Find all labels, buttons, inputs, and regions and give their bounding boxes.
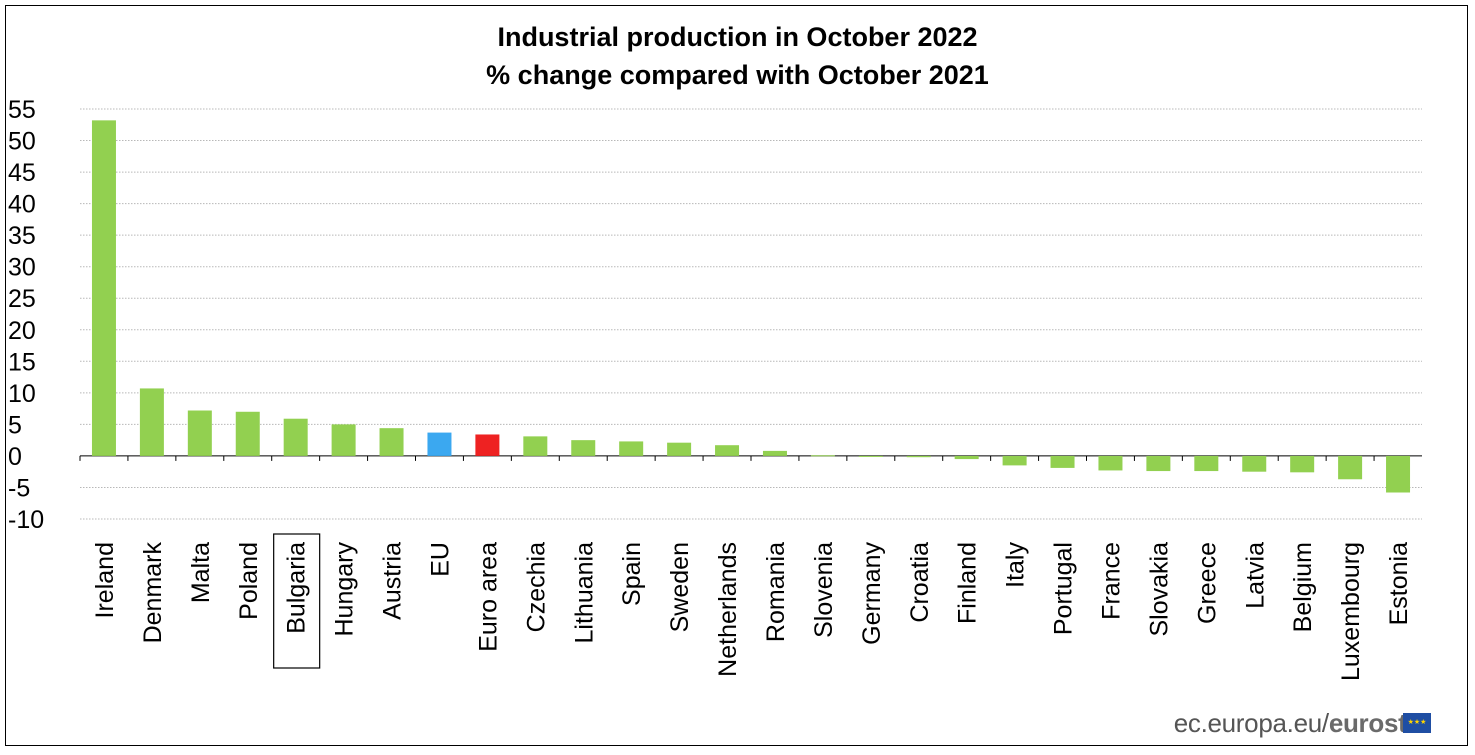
bar-austria [379, 428, 404, 456]
highlight-box [273, 533, 321, 669]
x-tick-label: Euro area [474, 542, 502, 652]
y-tick-label: -10 [8, 506, 44, 534]
bar-euro-area [475, 434, 500, 456]
bar-malta [187, 410, 212, 456]
x-tick-label: Hungary [331, 542, 359, 637]
bar-latvia [1242, 455, 1267, 472]
y-tick-label: 5 [8, 411, 22, 439]
bar-bulgaria [283, 418, 308, 456]
x-tick-label: France [1097, 542, 1125, 620]
x-tick-label: Poland [235, 542, 263, 620]
y-tick-label: 30 [8, 254, 36, 282]
eu-flag-icon: ★★★ [1403, 713, 1431, 733]
bar-lithuania [571, 440, 596, 456]
x-tick-label: Estonia [1385, 542, 1413, 625]
bar-czechia [523, 436, 548, 456]
bar-sweden [667, 442, 692, 456]
y-tick-label: -5 [8, 474, 30, 502]
x-tick-label: Malta [187, 542, 215, 603]
x-tick-label: Slovakia [1145, 542, 1173, 637]
x-tick-label: EU [426, 542, 454, 577]
x-tick-label: Romania [762, 542, 790, 642]
x-tick-label: Ireland [91, 542, 119, 618]
bar-estonia [1386, 455, 1411, 493]
x-tick-label: Germany [858, 542, 886, 645]
bar-eu [427, 432, 452, 456]
chart-title: Industrial production in October 2022 [497, 22, 978, 52]
bar-portugal [1050, 455, 1075, 468]
x-tick-label: Austria [379, 542, 407, 620]
y-tick-label: 25 [8, 285, 36, 313]
x-tick-label: Italy [1002, 542, 1030, 588]
gridlines [79, 108, 1422, 520]
y-tick-label: 20 [8, 317, 36, 345]
bar-ireland [91, 120, 116, 456]
x-tick-label: Croatia [906, 542, 934, 623]
y-tick-label: 15 [8, 348, 36, 376]
x-tick-label: Greece [1193, 542, 1221, 624]
x-tick-label: Latvia [1241, 542, 1269, 609]
x-tick-label: Bulgaria [283, 542, 311, 634]
chart-subtitle: % change compared with October 2021 [486, 60, 989, 90]
x-tick-label: Czechia [522, 542, 550, 632]
bar-hungary [331, 424, 356, 456]
y-tick-label: 35 [8, 222, 36, 250]
bar-spain [619, 441, 644, 456]
x-tick-label: Lithuania [570, 542, 598, 644]
bar-denmark [139, 388, 164, 456]
bar-belgium [1290, 455, 1315, 473]
source-footer: ec.europa.eu/eurostat [1173, 708, 1430, 739]
x-tick-label: Sweden [666, 542, 694, 632]
y-tick-label: 0 [8, 443, 22, 471]
bar-slovenia [810, 455, 835, 457]
bar-germany [858, 455, 883, 457]
bar-finland [954, 455, 979, 460]
y-tick-label: 40 [8, 191, 36, 219]
x-axis-labels: Ireland Denmark Malta Poland Bulgaria Hungary… [91, 533, 1413, 681]
x-tick-label: Luxembourg [1337, 542, 1365, 681]
chart-frame [5, 5, 1468, 746]
bar-france [1098, 455, 1123, 471]
bar-italy [1002, 455, 1027, 466]
y-tick-label: 55 [8, 96, 36, 124]
x-tick-label: Spain [618, 542, 646, 606]
bar-greece [1194, 455, 1219, 472]
bar-slovakia [1146, 455, 1171, 472]
bar-poland [235, 411, 260, 456]
x-tick-label: Netherlands [714, 542, 742, 677]
x-tick-label: Denmark [139, 542, 167, 644]
x-tick-label: Slovenia [810, 542, 838, 638]
y-tick-label: 45 [8, 159, 36, 187]
y-tick-label: 10 [8, 380, 36, 408]
source-url: ec.europa.eu/ [1173, 708, 1329, 738]
y-tick-label: 50 [8, 128, 36, 156]
bar-netherlands [715, 445, 740, 456]
x-tick-label: Belgium [1289, 542, 1317, 632]
bar-croatia [906, 455, 931, 458]
bars [91, 120, 1411, 493]
bar-romania [762, 450, 787, 456]
x-tick-label: Portugal [1050, 542, 1078, 635]
x-tick-label: Finland [954, 542, 982, 624]
bar-luxembourg [1338, 455, 1363, 480]
